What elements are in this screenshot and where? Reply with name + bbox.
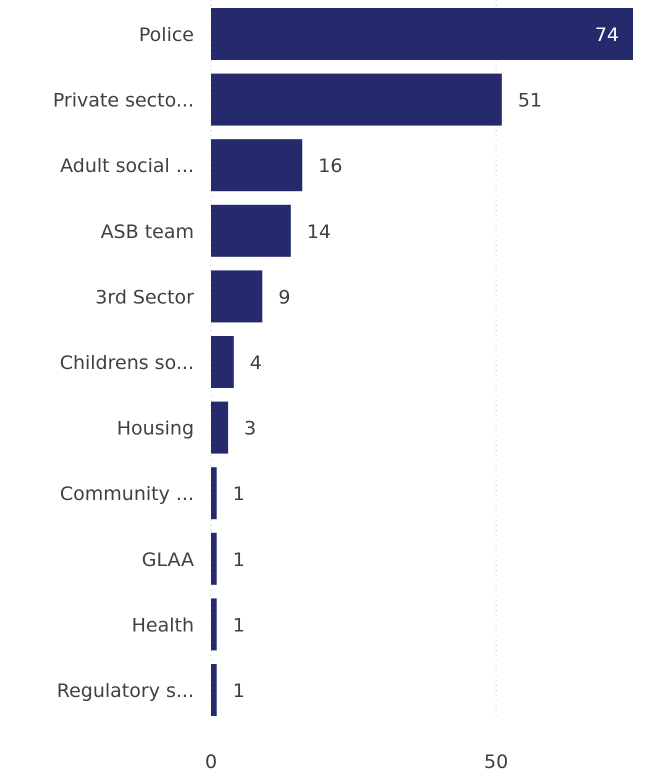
x-tick-label: 0 bbox=[205, 751, 217, 773]
bar-3[interactable] bbox=[211, 204, 291, 257]
bars bbox=[211, 8, 633, 716]
category-label: 3rd Sector bbox=[95, 286, 194, 308]
bar-10[interactable] bbox=[211, 664, 217, 716]
data-label: 1 bbox=[233, 680, 245, 702]
category-label: Housing bbox=[117, 418, 194, 440]
bar-5[interactable] bbox=[211, 336, 234, 388]
bar-4[interactable] bbox=[211, 270, 263, 323]
category-labels: Police Private secto... Adult social ... AS… bbox=[53, 24, 194, 702]
data-label: 9 bbox=[278, 286, 290, 308]
data-label: 1 bbox=[233, 549, 245, 571]
bar-8[interactable] bbox=[211, 532, 217, 585]
category-label: Regulatory s... bbox=[57, 680, 194, 702]
category-label: Private secto... bbox=[53, 90, 194, 112]
bar-0[interactable] bbox=[211, 8, 633, 60]
category-label: Childrens so... bbox=[60, 352, 194, 374]
data-labels: 74 51 16 14 9 4 3 1 1 1 1 bbox=[233, 24, 619, 702]
bar-6[interactable] bbox=[211, 401, 229, 454]
x-axis-ticks: 0 50 bbox=[205, 751, 508, 773]
data-label: 4 bbox=[250, 352, 262, 374]
data-label: 1 bbox=[233, 614, 245, 636]
bar-7[interactable] bbox=[211, 467, 217, 520]
category-label: Health bbox=[132, 614, 194, 636]
data-label: 3 bbox=[244, 418, 256, 440]
category-label: ASB team bbox=[101, 221, 194, 243]
bar-2[interactable] bbox=[211, 139, 303, 192]
data-label: 74 bbox=[595, 24, 619, 46]
category-label: Community ... bbox=[60, 483, 194, 505]
category-label: GLAA bbox=[142, 549, 194, 571]
data-label: 16 bbox=[318, 155, 342, 177]
data-label: 14 bbox=[307, 221, 331, 243]
category-label: Adult social ... bbox=[60, 155, 194, 177]
bar-9[interactable] bbox=[211, 598, 217, 651]
x-tick-label: 50 bbox=[484, 751, 508, 773]
category-label: Police bbox=[139, 24, 194, 46]
data-label: 51 bbox=[518, 90, 542, 112]
data-label: 1 bbox=[233, 483, 245, 505]
bar-1[interactable] bbox=[211, 73, 502, 126]
